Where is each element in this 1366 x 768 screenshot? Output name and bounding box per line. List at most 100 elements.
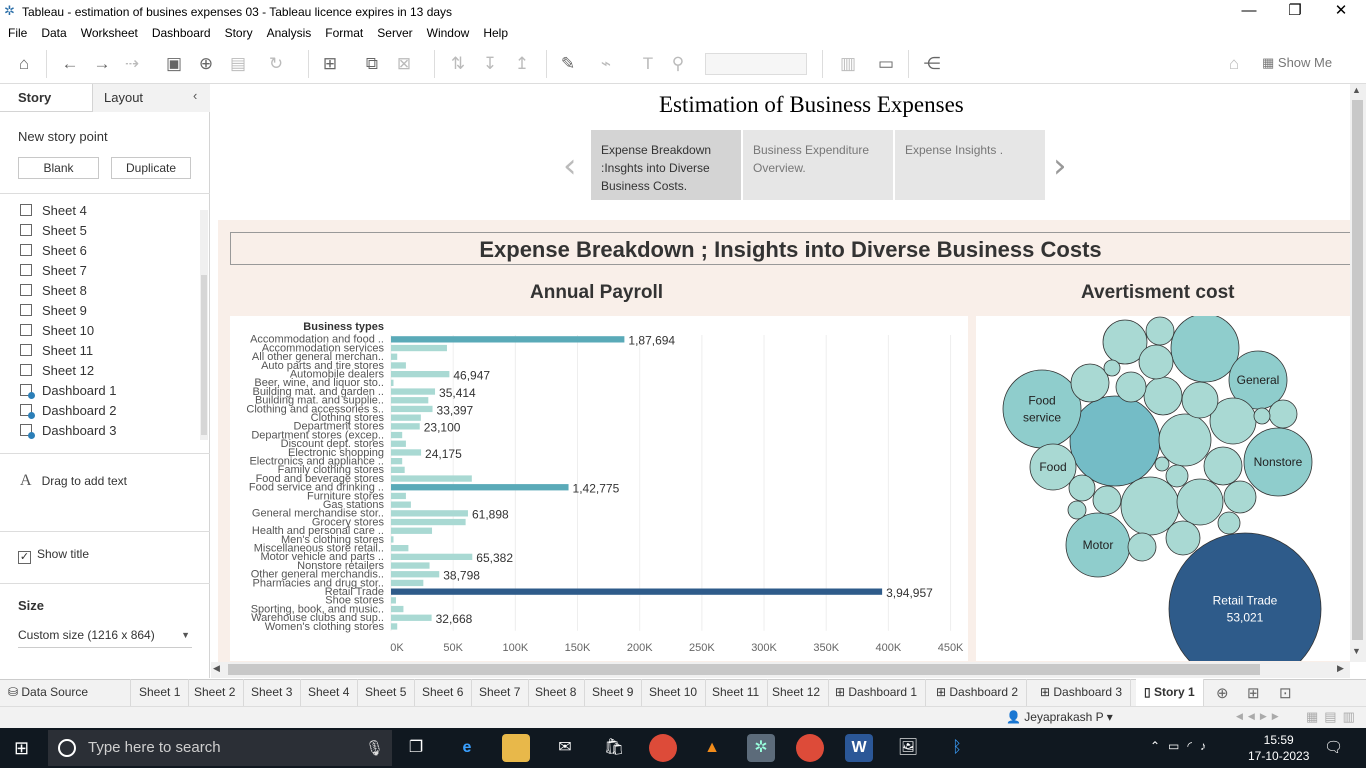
horizontal-scroll-thumb[interactable] — [228, 664, 1260, 675]
bubble[interactable] — [1253, 407, 1271, 425]
sheet-list-item[interactable]: Sheet 4 — [20, 204, 200, 221]
bubble[interactable] — [1143, 376, 1183, 416]
bubble[interactable] — [1203, 446, 1243, 486]
label-icon[interactable]: T — [642, 54, 654, 73]
tab-story-1[interactable]: ▯ Story 1 — [1136, 679, 1204, 706]
tab-sheet-7[interactable]: Sheet 7 — [471, 679, 530, 706]
taskbar-search[interactable]: Type here to search — [48, 730, 392, 766]
tab-dashboard-3[interactable]: ⊞ Dashboard 3 — [1032, 679, 1132, 706]
swap-icon[interactable]: ⇅ — [450, 54, 466, 73]
bar[interactable] — [391, 614, 432, 621]
bar[interactable] — [391, 440, 406, 447]
tableau-taskbar-icon[interactable]: ✲ — [747, 734, 775, 762]
tab-sheet-9[interactable]: Sheet 9 — [584, 679, 643, 706]
tab-sheet-1[interactable]: Sheet 1 — [131, 679, 190, 706]
taskbar-clock[interactable]: 15:59 17-10-2023 — [1248, 732, 1309, 764]
bar[interactable] — [391, 510, 468, 517]
bar[interactable] — [391, 431, 403, 439]
word-icon[interactable]: W — [845, 734, 873, 762]
fit-dropdown[interactable] — [705, 53, 807, 75]
bar[interactable] — [391, 353, 398, 360]
bubble[interactable] — [1102, 319, 1148, 365]
user-menu[interactable]: 👤 Jeyaprakash P ▾ — [1006, 710, 1113, 724]
scroll-down-icon[interactable]: ▼ — [1352, 646, 1361, 656]
bar[interactable] — [391, 588, 883, 595]
sheet-list-item[interactable]: Sheet 12 — [20, 361, 200, 381]
bar[interactable] — [391, 484, 569, 491]
show-cards-icon[interactable]: ▥ — [839, 54, 857, 73]
new-dashboard-tab-icon[interactable]: ⊞ — [1247, 685, 1260, 702]
share-icon[interactable]: ⋲ — [923, 54, 941, 73]
vlc-icon[interactable]: ▲ — [704, 739, 720, 756]
bubble[interactable] — [1067, 500, 1087, 520]
tab-story[interactable]: Story — [18, 90, 52, 105]
scroll-left-icon[interactable]: ◀ — [213, 663, 220, 673]
tab-sheet-6[interactable]: Sheet 6 — [414, 679, 473, 706]
advertisement-bubble-chart[interactable]: Retail Trade 53,021 Food service General Nons… — [976, 313, 1350, 686]
duplicate-button[interactable]: Duplicate — [111, 157, 191, 179]
bubble[interactable] — [1068, 474, 1096, 502]
sheet-list-item[interactable]: Sheet 5 — [20, 221, 200, 241]
bubble[interactable] — [1243, 427, 1313, 497]
bubble[interactable] — [1115, 371, 1147, 403]
bar[interactable] — [391, 414, 421, 421]
bar[interactable] — [391, 545, 409, 552]
bubble[interactable] — [1069, 395, 1161, 487]
bar[interactable] — [391, 562, 430, 569]
microphone-icon[interactable]: 🎙 — [365, 740, 385, 757]
tab-sheet-2[interactable]: Sheet 2 — [186, 679, 245, 706]
highlight-icon[interactable]: ✎ — [560, 54, 576, 73]
bubble[interactable] — [1029, 443, 1077, 491]
duplicate-icon[interactable]: ⧉ — [365, 54, 379, 73]
minimize-button[interactable]: — — [1241, 2, 1257, 19]
task-view-icon[interactable]: ❐ — [408, 739, 424, 756]
bar[interactable] — [391, 379, 394, 386]
bar[interactable] — [391, 371, 450, 378]
scroll-right-icon[interactable]: ▶ — [1337, 663, 1344, 673]
photos-icon[interactable]: 🖼 — [897, 739, 919, 756]
bubble[interactable] — [1181, 381, 1219, 419]
save-icon[interactable]: ▣ — [165, 54, 183, 73]
bar[interactable] — [391, 449, 422, 456]
sheet-list-item[interactable]: Sheet 11 — [20, 341, 200, 361]
tab-dashboard-2[interactable]: ⊞ Dashboard 2 — [928, 679, 1028, 706]
refresh-icon[interactable]: ↻ — [268, 54, 284, 73]
page-navigation-icons[interactable]: ◀◀▶▶ — [1236, 711, 1284, 721]
paste-icon[interactable]: ▤ — [229, 54, 247, 73]
next-story-point-icon[interactable]: › — [1053, 146, 1067, 186]
bar[interactable] — [391, 492, 406, 500]
replay-icon[interactable]: ⇢ — [124, 54, 140, 73]
menu-window[interactable]: Window — [426, 26, 470, 40]
bar[interactable] — [391, 344, 447, 352]
bar[interactable] — [391, 605, 404, 613]
bar[interactable] — [391, 553, 473, 560]
tab-sheet-3[interactable]: Sheet 3 — [243, 679, 302, 706]
tab-data-source[interactable]: ⛁ Data Source — [0, 679, 131, 706]
bar[interactable] — [391, 571, 440, 578]
new-worksheet-tab-icon[interactable]: ⊕ — [1216, 685, 1229, 702]
bubble[interactable] — [1092, 485, 1122, 515]
bar[interactable] — [391, 423, 420, 430]
redo-icon[interactable]: → — [93, 54, 111, 73]
vertical-scroll-thumb[interactable] — [1352, 100, 1363, 640]
notifications-icon[interactable]: 🗨 — [1324, 739, 1344, 756]
edge-icon[interactable]: e — [462, 739, 472, 756]
sort-ascending-icon[interactable]: ↧ — [482, 54, 498, 73]
bubble[interactable] — [1165, 464, 1189, 488]
menu-format[interactable]: Format — [325, 26, 364, 40]
undo-icon[interactable]: ← — [61, 54, 79, 73]
sheet-list-item[interactable]: Sheet 7 — [20, 261, 200, 281]
bar[interactable] — [391, 362, 406, 369]
bar[interactable] — [391, 501, 411, 508]
close-button[interactable]: ✕ — [1334, 2, 1348, 19]
bubble[interactable] — [1223, 480, 1257, 514]
bar[interactable] — [391, 466, 405, 473]
dashboard-list-item[interactable]: Dashboard 3 — [20, 421, 200, 441]
new-data-source-icon[interactable]: ⊕ — [198, 54, 214, 73]
bubble[interactable] — [1176, 478, 1224, 526]
bubble[interactable] — [1158, 413, 1212, 467]
bar[interactable] — [391, 336, 625, 343]
sheet-list-item[interactable]: Sheet 10 — [20, 321, 200, 341]
story-point-2[interactable]: Business Expenditure Overview. — [743, 130, 893, 200]
bar[interactable] — [391, 623, 398, 630]
